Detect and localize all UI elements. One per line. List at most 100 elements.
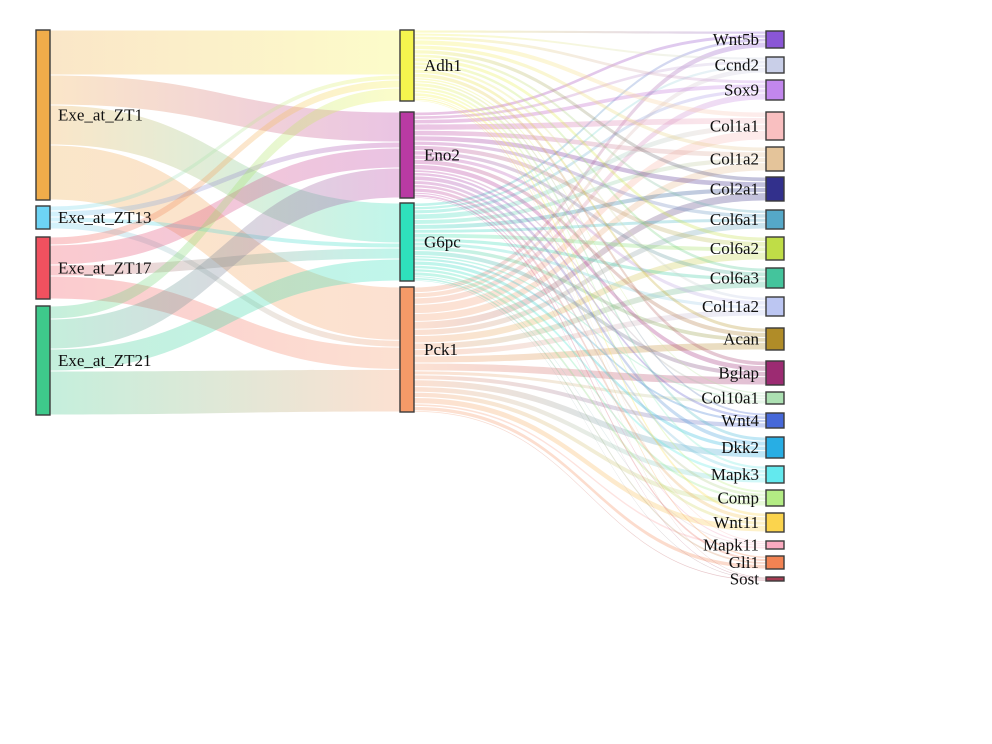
sankey-link-Pck1-Col6a2 [414, 252, 766, 343]
sankey-node-Wnt4 [765, 412, 785, 429]
sankey-node-Col6a3 [765, 267, 785, 289]
sankey-link-Adh1-Col11a2 [414, 66, 766, 301]
node-label-Exe_at_ZT21: Exe_at_ZT21 [58, 351, 151, 370]
sankey-link-Pck1-Col10a1 [414, 371, 766, 404]
sankey-node-Wnt5b [765, 30, 785, 49]
sankey-link-Eno2-Wnt5b [414, 34, 766, 116]
node-label-G6pc: G6pc [424, 233, 461, 252]
sankey-link-Eno2-Wnt11 [414, 188, 766, 521]
sankey-link-Exe_at_ZT17-Adh1 [50, 80, 400, 245]
sankey-link-Exe_at_ZT13-Adh1 [50, 75, 400, 211]
node-label-Bglap: Bglap [718, 364, 759, 383]
sankey-link-Pck1-Sox9 [414, 93, 766, 304]
node-label-Dkk2: Dkk2 [721, 438, 759, 457]
node-label-Wnt4: Wnt4 [721, 411, 759, 430]
sankey-link-G6pc-Ccnd2 [414, 64, 766, 210]
sankey-link-Exe_at_ZT21-Adh1 [50, 88, 400, 319]
sankey-node-Col2a1 [765, 176, 785, 202]
sankey-node-Dkk2 [765, 436, 785, 459]
sankey-link-Adh1-Dkk2 [414, 83, 766, 441]
sankey-link-Pck1-Col1a1 [414, 130, 766, 314]
sankey-link-G6pc-Col1a2 [414, 157, 766, 224]
sankey-link-Adh1-Bglap [414, 73, 766, 366]
node-label-Mapk11: Mapk11 [703, 536, 759, 555]
sankey-link-Exe_at_ZT21-Eno2 [50, 168, 400, 349]
sankey-link-Eno2-Col1a1 [414, 118, 766, 130]
sankey-link-Eno2-Wnt4 [414, 172, 766, 419]
sankey-link-Pck1-Mapk3 [414, 387, 766, 483]
sankey-link-G6pc-Gli1 [414, 277, 766, 564]
sankey-link-Adh1-Col6a3 [414, 62, 766, 272]
sankey-node-Mapk11 [765, 540, 785, 550]
sankey-node-Col1a1 [765, 111, 785, 141]
sankey-node-Col11a2 [765, 296, 785, 317]
sankey-node-Ccnd2 [765, 56, 785, 74]
node-label-Wnt5b: Wnt5b [713, 30, 759, 49]
sankey-node-G6pc [399, 202, 415, 282]
sankey-link-Adh1-Acan [414, 69, 766, 332]
sankey-node-Acan [765, 327, 785, 351]
sankey-link-Pck1-Col11a2 [414, 309, 766, 356]
sankey-node-Bglap [765, 360, 785, 386]
node-label-Col1a1: Col1a1 [710, 117, 759, 136]
node-label-Eno2: Eno2 [424, 146, 460, 165]
sankey-link-Pck1-Gli1 [414, 406, 766, 569]
node-label-Ccnd2: Ccnd2 [715, 56, 759, 75]
sankey-link-G6pc-Col1a1 [414, 124, 766, 220]
sankey-link-G6pc-Sox9 [414, 89, 766, 214]
node-label-Col6a3: Col6a3 [710, 269, 759, 288]
sankey-link-Adh1-Mapk3 [414, 87, 766, 469]
sankey-node-Col6a2 [765, 236, 785, 261]
sankey-link-Exe_at_ZT1-Adh1 [50, 30, 400, 75]
sankey-link-G6pc-Col11a2 [414, 242, 766, 309]
sankey-link-Adh1-Gli1 [414, 98, 766, 559]
sankey-link-Eno2-Sost [414, 197, 766, 579]
sankey-link-Eno2-Sox9 [414, 84, 766, 124]
sankey-link-Exe_at_ZT13-Eno2 [50, 142, 400, 217]
sankey-link-Adh1-Sost [414, 100, 766, 578]
sankey-link-Adh1-Col6a1 [414, 54, 766, 214]
node-label-Acan: Acan [723, 330, 759, 349]
sankey-link-Adh1-Wnt5b [414, 30, 766, 34]
sankey-link-G6pc-Col2a1 [414, 187, 766, 229]
sankey-link-Eno2-Dkk2 [414, 176, 766, 446]
sankey-node-Gli1 [765, 555, 785, 570]
sankey-node-Col6a1 [765, 209, 785, 230]
node-label-Col6a1: Col6a1 [710, 210, 759, 229]
node-label-Pck1: Pck1 [424, 340, 458, 359]
sankey-link-G6pc-Mapk3 [414, 265, 766, 477]
sankey-link-Eno2-Col10a1 [414, 170, 766, 397]
node-label-Exe_at_ZT17: Exe_at_ZT17 [58, 259, 152, 278]
sankey-link-Exe_at_ZT13-G6pc [50, 217, 400, 248]
sankey-link-Pck1-Sost [414, 410, 766, 581]
sankey-link-Pck1-Wnt4 [414, 375, 766, 428]
node-label-Exe_at_ZT1: Exe_at_ZT1 [58, 106, 143, 125]
node-label-Wnt11: Wnt11 [713, 513, 759, 532]
sankey-link-Adh1-Col1a2 [414, 45, 766, 152]
sankey-link-Adh1-Mapk11 [414, 96, 766, 543]
node-label-Mapk3: Mapk3 [711, 465, 759, 484]
sankey-link-Exe_at_ZT1-Eno2 [50, 75, 400, 142]
sankey-link-Eno2-Mapk3 [414, 181, 766, 473]
sankey-link-Adh1-Wnt11 [414, 93, 766, 517]
sankey-link-Adh1-Col6a2 [414, 58, 766, 241]
sankey-link-G6pc-Wnt11 [414, 272, 766, 525]
sankey-link-G6pc-Col6a1 [414, 218, 766, 233]
sankey-link-Eno2-Gli1 [414, 194, 766, 562]
sankey-node-Exe_at_ZT17 [35, 236, 51, 300]
sankey-link-G6pc-Sost [414, 280, 766, 580]
sankey-node-Adh1 [399, 29, 415, 102]
sankey-link-Eno2-Col6a1 [414, 141, 766, 218]
sankey-link-Exe_at_ZT21-G6pc [50, 259, 400, 371]
node-label-Col11a2: Col11a2 [702, 297, 759, 316]
sankey-link-Adh1-Sox9 [414, 36, 766, 84]
sankey-link-Eno2-Bglap [414, 164, 766, 371]
sankey-link-G6pc-Mapk11 [414, 276, 766, 546]
node-label-Adh1: Adh1 [424, 56, 462, 75]
sankey-link-Pck1-Wnt11 [414, 398, 766, 532]
node-label-Sox9: Sox9 [724, 81, 759, 100]
sankey-link-Exe_at_ZT21-Pck1 [50, 369, 400, 415]
node-label-Sost: Sost [730, 570, 760, 589]
